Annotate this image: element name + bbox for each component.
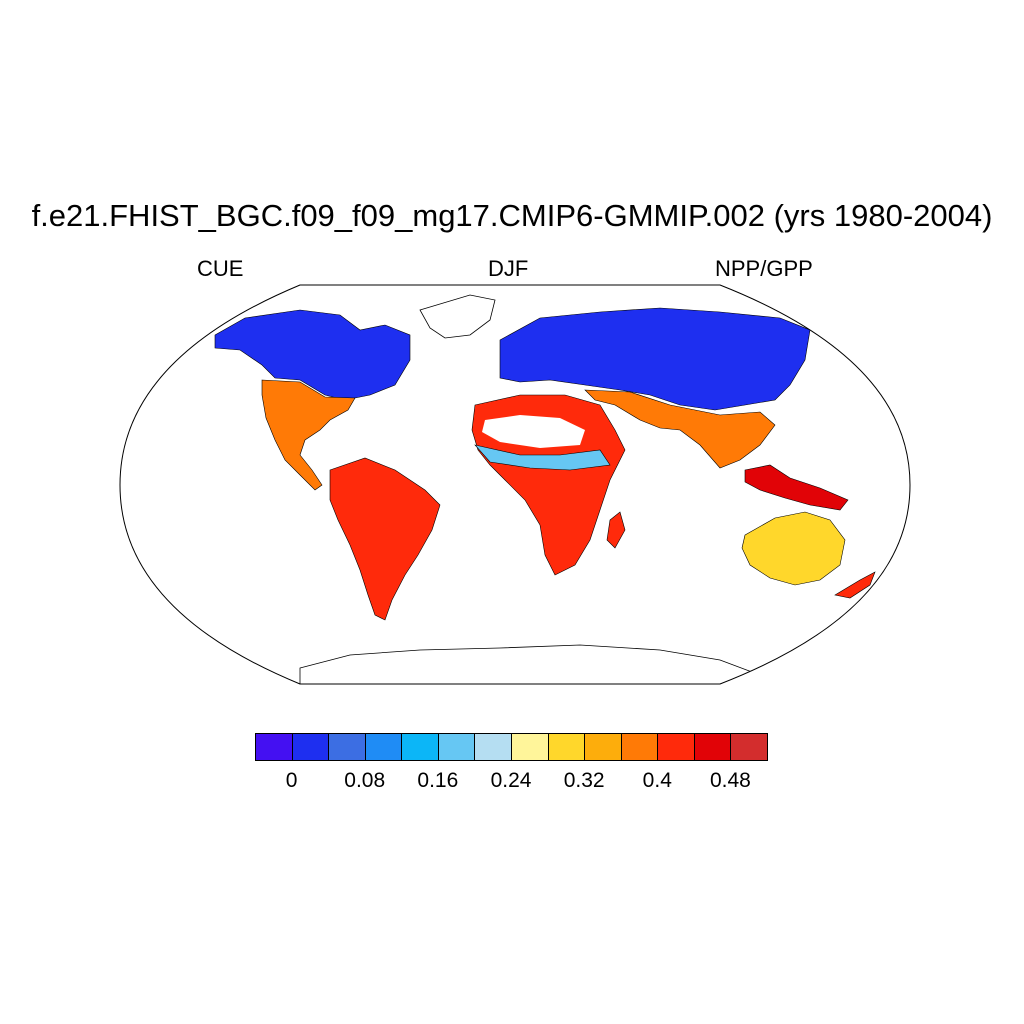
region-south-america (329, 457, 441, 621)
colorbar-tick-label: 0 (285, 769, 298, 792)
region-australia (741, 511, 846, 586)
antarctica-outline (299, 644, 762, 684)
colorbar (255, 733, 768, 761)
subtitle-left: CUE (197, 256, 244, 281)
colorbar-box (364, 733, 403, 761)
colorbar-box (291, 733, 330, 761)
colorbar-tick-label: 0.32 (563, 769, 605, 792)
colorbar-box (511, 733, 549, 761)
region-north-america-boreal (214, 309, 411, 401)
region-southeast-asia (744, 464, 849, 511)
colorbar-box (584, 733, 622, 761)
greenland-outline (419, 294, 496, 339)
subtitle-right: NPP/GPP (715, 256, 813, 281)
colorbar-tick-label: 0.48 (709, 769, 751, 792)
colorbar-box (547, 733, 586, 761)
colorbar-box (730, 733, 768, 761)
colorbar-tick-label: 0.4 (642, 769, 672, 792)
colorbar-tick-label: 0.08 (344, 769, 386, 792)
page-title: f.e21.FHIST_BGC.f09_f09_mg17.CMIP6-GMMIP… (31, 198, 993, 233)
colorbar-tick-label: 0.16 (417, 769, 459, 792)
region-madagascar (606, 511, 626, 549)
subtitle-center: DJF (488, 256, 529, 281)
colorbar-box (328, 733, 366, 761)
colorbar-box (437, 733, 476, 761)
colorbar-box (401, 733, 439, 761)
region-north-america-south (261, 379, 356, 491)
region-new-zealand (834, 571, 876, 599)
region-sahara-fringe (474, 444, 611, 471)
colorbar-tick-label: 0.24 (490, 769, 532, 792)
region-eurasia-boreal (499, 307, 811, 411)
colorbar-box (474, 733, 512, 761)
region-south-asia (584, 389, 776, 469)
colorbar-box (693, 733, 732, 761)
sahara-no-data (482, 415, 585, 448)
colorbar-box (657, 733, 695, 761)
colorbar-box (620, 733, 659, 761)
colorbar-box (255, 733, 293, 761)
